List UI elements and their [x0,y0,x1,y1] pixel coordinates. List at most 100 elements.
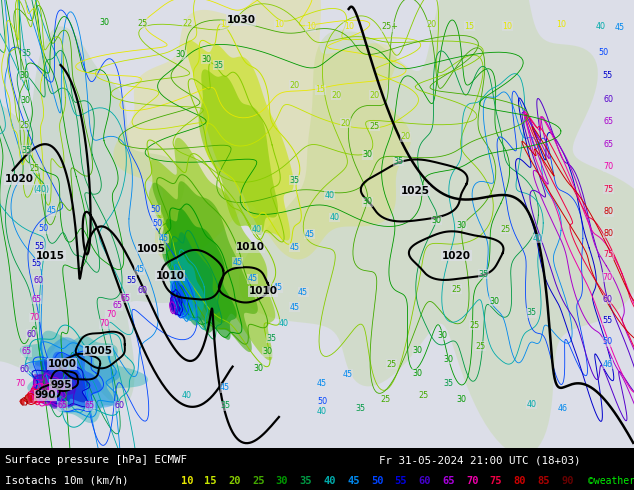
Text: 40: 40 [330,213,340,222]
Text: 60: 60 [33,276,43,285]
Text: 1025: 1025 [401,186,430,196]
Text: 55: 55 [602,316,612,325]
Text: 25: 25 [19,121,29,130]
Text: 45: 45 [158,234,169,243]
Text: 55: 55 [394,476,407,486]
Text: 40: 40 [526,400,536,409]
Text: 60: 60 [602,295,612,304]
Text: 60: 60 [27,329,37,339]
Text: 1005: 1005 [136,244,165,254]
Polygon shape [238,0,634,456]
Text: 75: 75 [604,250,614,259]
Text: 25: 25 [476,342,486,351]
Text: 55: 55 [602,71,612,80]
Text: 10: 10 [556,20,566,29]
Text: 30: 30 [412,368,422,377]
Text: 30: 30 [100,18,110,27]
Text: 1015: 1015 [36,250,65,261]
Text: 45: 45 [290,303,300,312]
Text: 50: 50 [598,49,609,57]
Text: 10: 10 [181,476,193,486]
Text: 75: 75 [604,185,614,194]
Text: 30: 30 [262,347,273,356]
Text: 85: 85 [537,476,550,486]
Text: 65: 65 [443,476,455,486]
Polygon shape [113,0,411,261]
Text: 15: 15 [204,476,217,486]
Text: 40: 40 [252,225,262,234]
Text: 22: 22 [182,19,192,28]
Polygon shape [171,282,186,317]
Polygon shape [162,209,236,340]
Polygon shape [34,359,88,408]
Text: 25: 25 [387,360,397,368]
Text: 10: 10 [306,23,316,31]
Text: 45: 45 [134,266,145,274]
Text: 30: 30 [363,150,373,159]
Text: 45: 45 [247,274,257,283]
Text: 30: 30 [20,97,30,105]
Text: 25+: 25+ [382,23,398,31]
Polygon shape [170,232,219,326]
Text: 30: 30 [412,346,422,355]
Text: 10: 10 [274,20,284,29]
Text: 40: 40 [596,23,606,31]
Text: 65: 65 [112,301,122,310]
Text: 1010: 1010 [155,271,184,281]
Polygon shape [170,291,181,316]
Text: 45: 45 [220,383,230,392]
Polygon shape [20,331,148,423]
Text: 25: 25 [469,320,479,330]
Text: 35: 35 [22,49,32,58]
Text: 60: 60 [604,95,614,104]
Text: ©weatheronline.co.uk: ©weatheronline.co.uk [588,476,634,486]
Text: 15: 15 [464,22,474,30]
Polygon shape [23,394,33,404]
Text: 10: 10 [344,23,354,31]
Text: Surface pressure [hPa] ECMWF: Surface pressure [hPa] ECMWF [5,455,187,465]
Polygon shape [31,383,53,404]
Text: 70: 70 [100,319,110,328]
Text: 46: 46 [558,404,568,414]
Text: 1030: 1030 [226,15,256,25]
Text: 50: 50 [38,224,48,233]
Text: 10: 10 [502,22,512,30]
Text: 50: 50 [150,205,160,214]
Text: 65: 65 [604,140,614,149]
Text: 40: 40 [182,391,192,400]
Text: 1000: 1000 [48,359,77,369]
Text: 20: 20 [340,119,351,128]
Text: 1005: 1005 [84,345,113,356]
Text: 65: 65 [57,401,67,410]
Text: 55: 55 [32,259,42,268]
Text: 30: 30 [19,71,29,80]
Text: 20: 20 [290,81,300,90]
Text: 50: 50 [317,397,327,406]
Text: 45: 45 [47,206,57,215]
Text: 45: 45 [290,243,300,252]
Text: (40): (40) [33,185,49,194]
Text: 45: 45 [233,258,243,267]
Polygon shape [27,389,42,404]
Text: 995: 995 [50,380,72,390]
Text: 60: 60 [19,366,29,374]
Polygon shape [149,138,275,361]
Text: 80: 80 [604,207,614,216]
Text: 65: 65 [604,118,614,126]
Polygon shape [32,370,75,409]
Text: 20: 20 [426,20,436,29]
Text: 20: 20 [401,132,411,141]
Text: 40: 40 [323,476,336,486]
Text: 20: 20 [331,91,341,99]
Text: 70: 70 [30,313,40,322]
Text: 65: 65 [120,294,131,303]
Text: 35: 35 [22,146,32,155]
Text: 70: 70 [15,379,25,388]
Text: 50: 50 [602,337,612,346]
Text: 45: 45 [273,283,283,293]
Text: 90: 90 [561,476,574,486]
Text: 25: 25 [30,164,40,172]
Text: 30: 30 [456,220,467,230]
Text: 30: 30 [456,395,467,404]
Polygon shape [19,398,25,405]
